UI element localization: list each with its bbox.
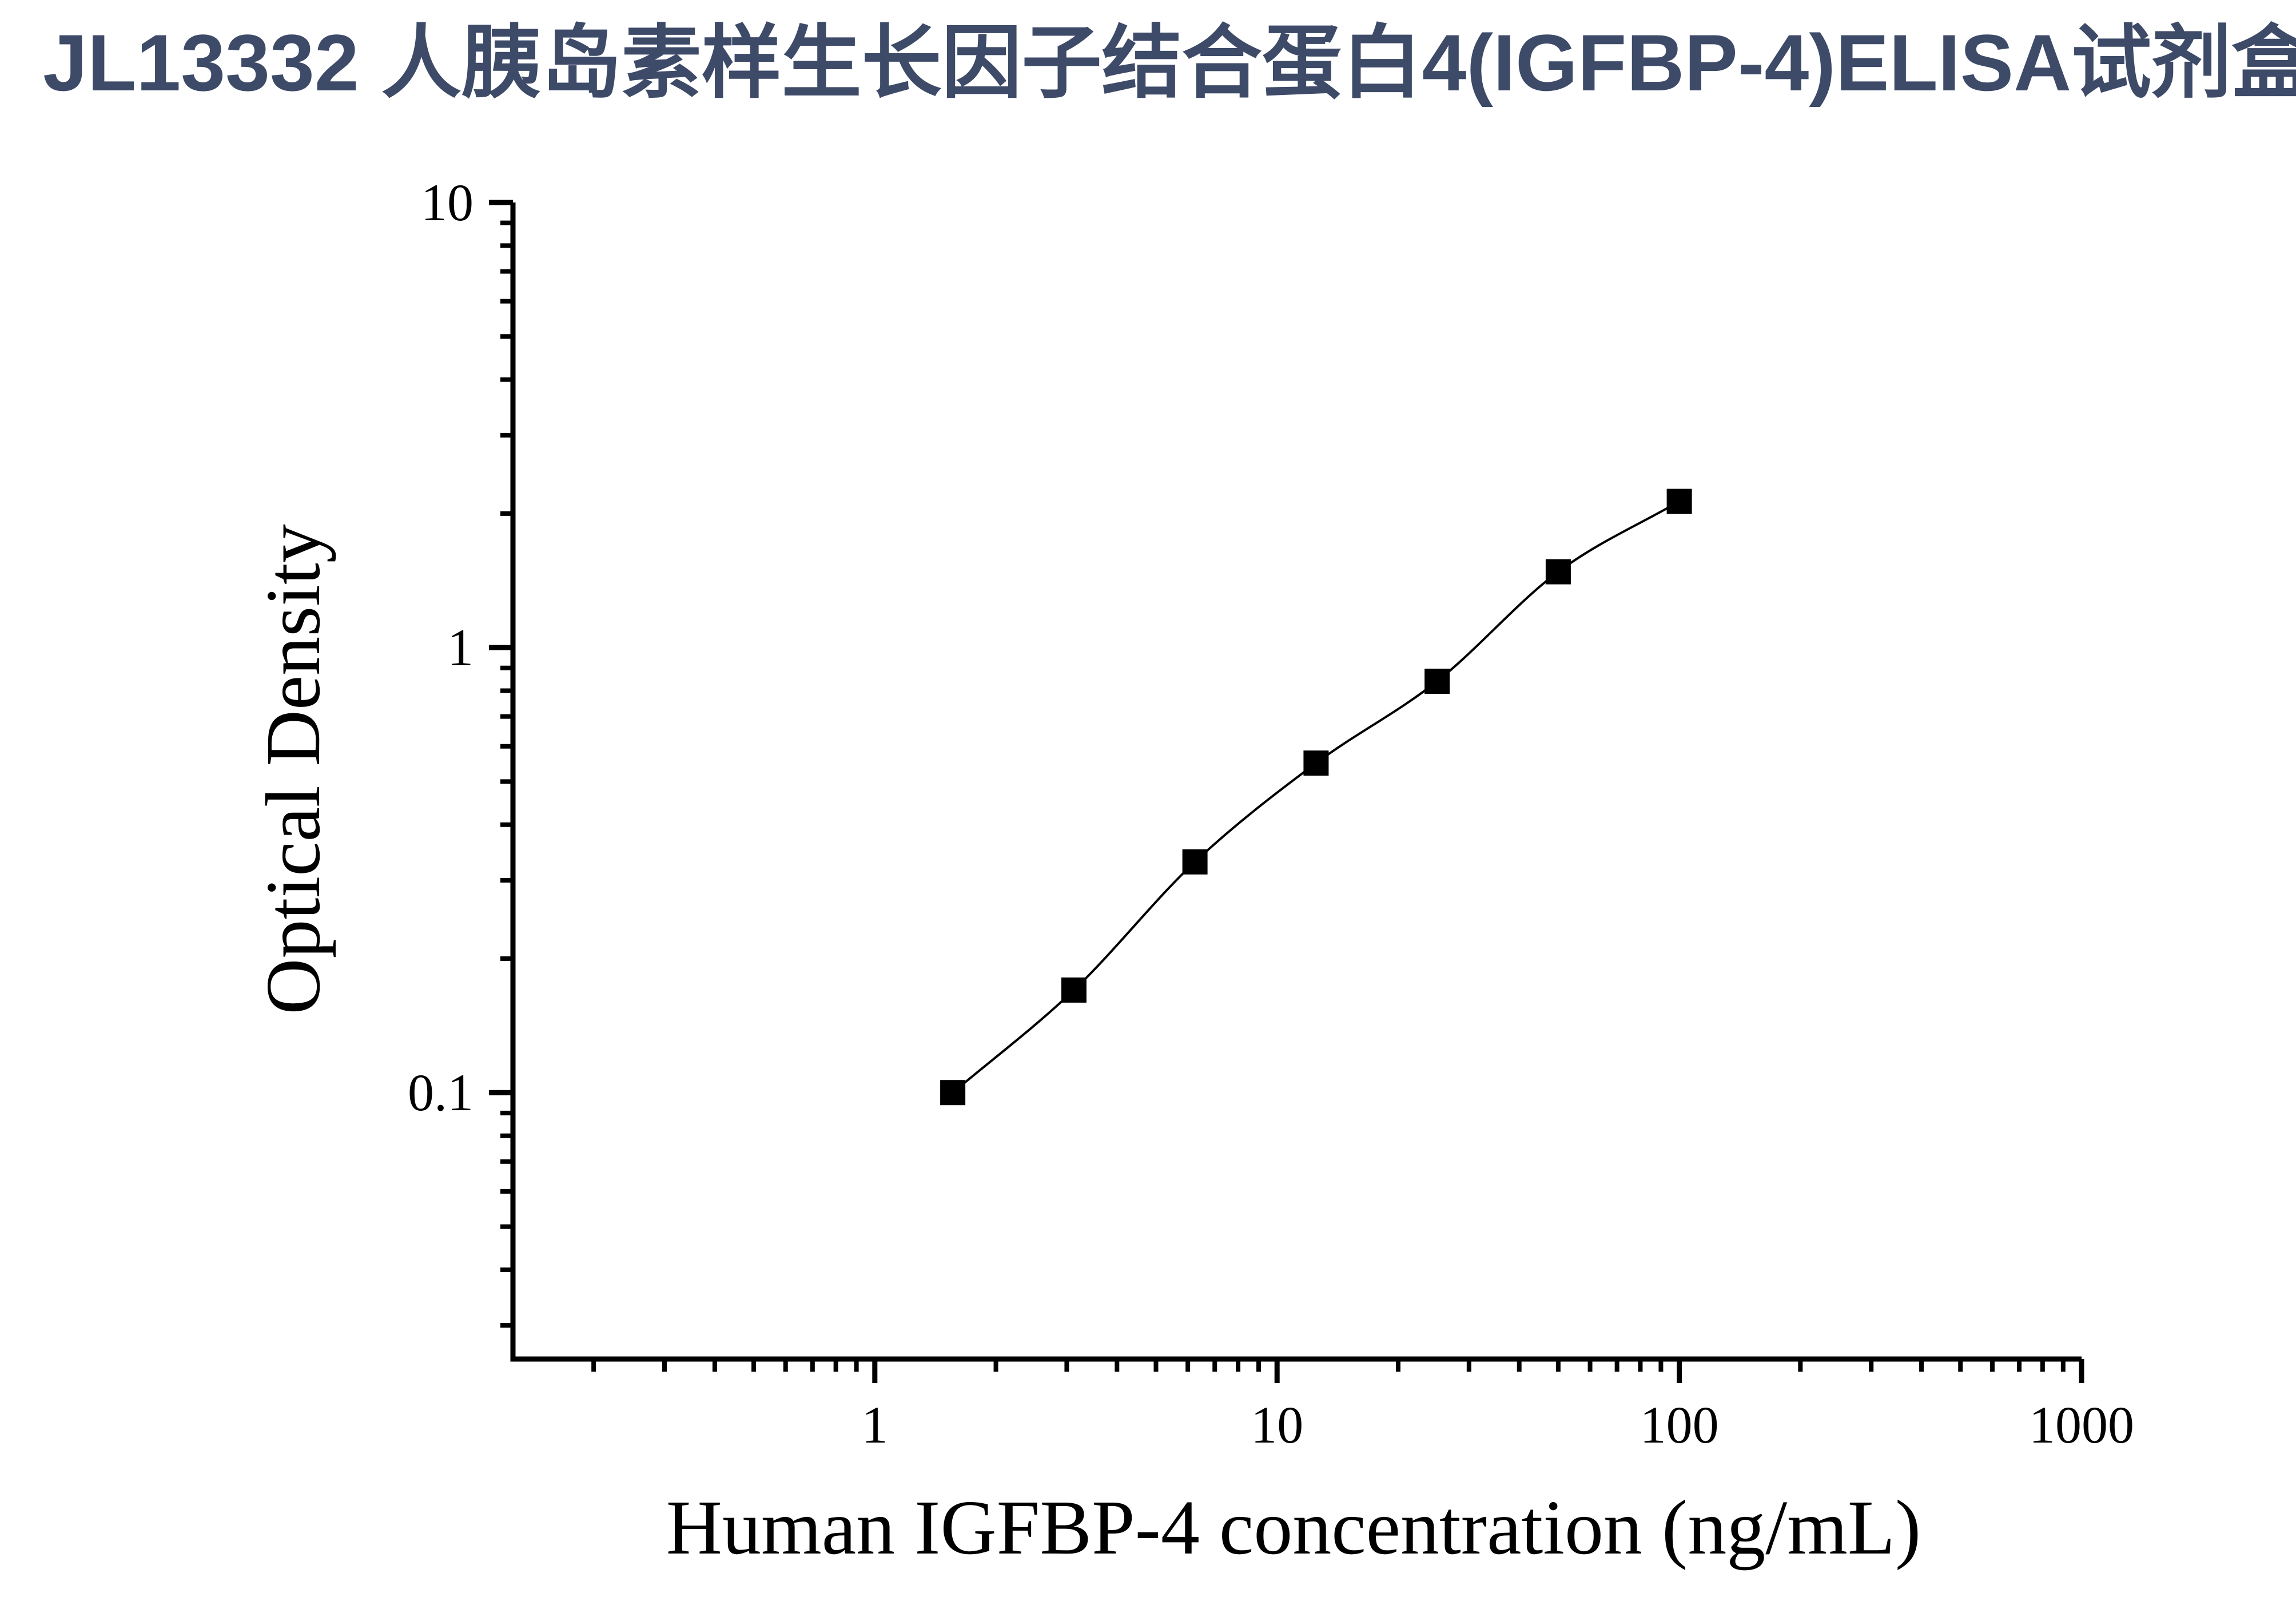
y-tick-label: 10 <box>421 173 473 232</box>
data-point-marker <box>1182 849 1208 875</box>
data-point-marker <box>1545 559 1571 585</box>
y-axis-title: Optical Density <box>250 524 336 1014</box>
y-tick-label: 0.1 <box>408 1063 473 1122</box>
y-tick-label: 1 <box>447 618 473 677</box>
data-point-marker <box>1061 977 1087 1003</box>
data-point-marker <box>1666 488 1692 514</box>
fit-curve-line <box>952 500 1681 1094</box>
page-title: JL13332 人胰岛素样生长因子结合蛋白4(IGFBP-4)ELISA试剂盒 <box>43 18 2296 108</box>
x-tick-label: 1000 <box>2029 1396 2134 1454</box>
tick-label-layer: 1 10 100 1000 10 1 0.1 <box>408 173 2134 1454</box>
data-point-marker <box>1424 669 1450 694</box>
axes-layer <box>489 200 2084 1383</box>
data-point-marker <box>940 1080 966 1106</box>
data-point-marker <box>1303 750 1329 776</box>
x-tick-label: 1 <box>862 1396 888 1454</box>
series-layer <box>940 488 1692 1106</box>
x-tick-label: 100 <box>1640 1396 1719 1454</box>
x-axis-title: Human IGFBP-4 concentration (ng/mL) <box>666 1485 1921 1571</box>
x-tick-label: 10 <box>1251 1396 1303 1454</box>
